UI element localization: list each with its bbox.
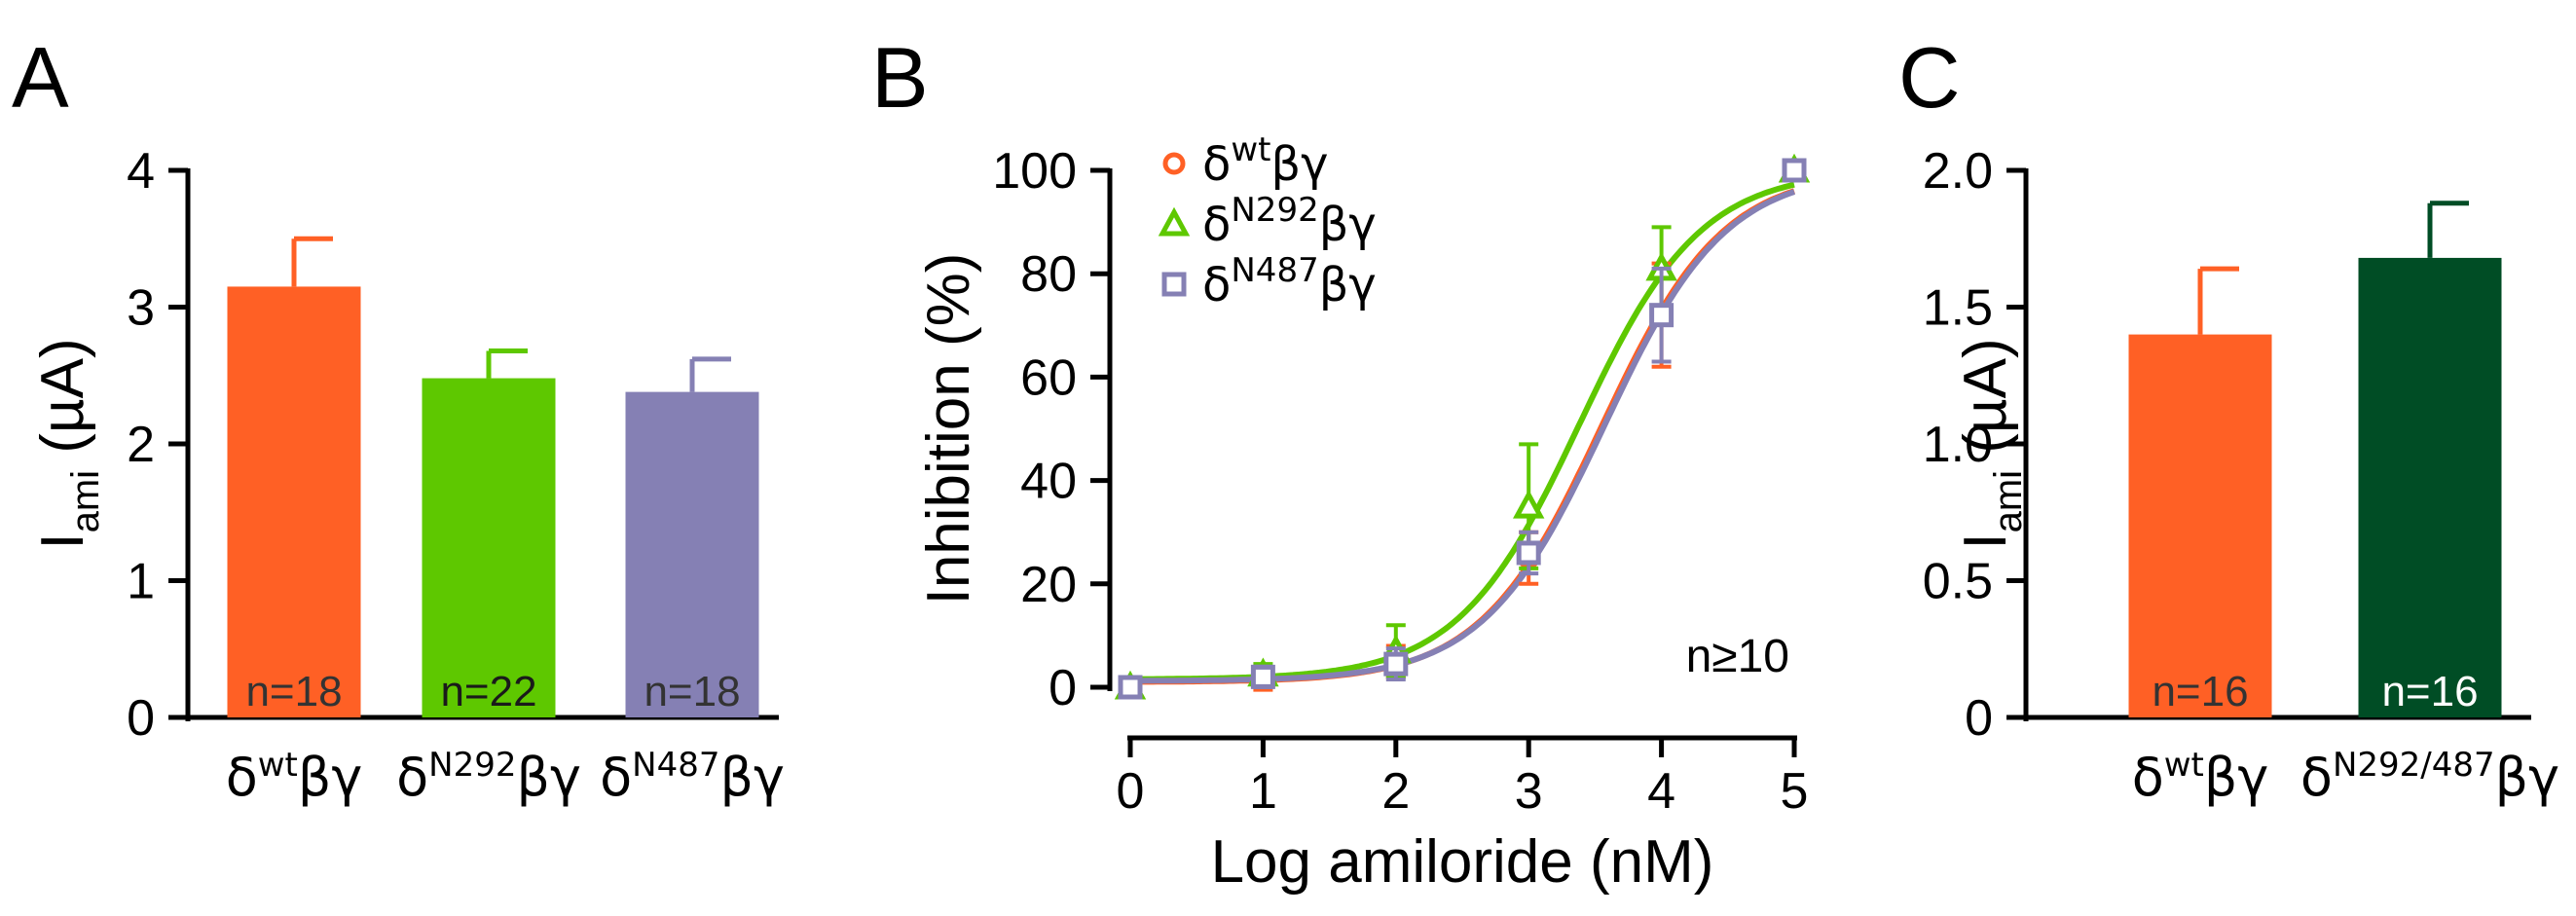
panel-letter-a: A [12,29,69,126]
c-n-label: n=16 [2152,668,2248,715]
b-y-axis-title: Inhibition (%) [915,253,982,605]
a-y-tick-label: 2 [127,417,155,473]
c-bar [2358,257,2502,717]
c-y-tick-label: 2.0 [1923,143,1993,200]
b-fit-curve-square [1130,189,1795,684]
b-legend-label: δwtβγ [1202,130,1329,192]
panel-c-bar-chart: 0 0.5 1.0 1.5 2.0 n=16 δwtβγ n=16 δN292/487βγ Iam… [1923,143,2559,808]
b-legend-label: δN292βγ [1202,191,1377,252]
b-x-tick-label: 0 [1117,763,1145,820]
b-x-axis-title: Log amiloride (nM) [1211,828,1714,896]
panel-letter-c: C [1898,29,1961,126]
a-y-axis-title: Iami (µA) [29,338,107,549]
c-y-tick-label: 1.0 [1923,417,1993,473]
a-category-label: δN487βγ [600,746,785,808]
b-x-tick-label: 4 [1647,763,1675,820]
c-n-label: n=16 [2381,668,2478,715]
panel-a-bar-chart: 0 1 2 3 4 n=18 δwtβγ n=22 δN292βγ n=18 δN487βγ Iami… [29,143,785,808]
a-y-tick-label: 4 [127,143,155,200]
panel-letter-b: B [871,29,929,126]
b-x-tick-label: 5 [1781,763,1809,820]
b-x-tick-label: 3 [1515,763,1543,820]
a-category-label: δN292βγ [396,746,581,808]
b-data-point-square [1782,158,1807,183]
b-data-point-square [1250,664,1275,689]
c-y-axis-title: Iami (µA) [1952,338,2030,549]
a-y-tick-label: 3 [127,280,155,337]
c-category-label: δwtβγ [2132,746,2269,808]
panel-b-dose-response-chart: 0 20 40 60 80 100 0 1 2 3 4 5 Log amiloride (nM) Inhi… [915,130,1811,896]
b-y-tick-label: 20 [1020,557,1077,613]
a-bar [422,378,556,717]
b-n-annotation: n≥10 [1686,631,1789,682]
b-y-tick-label: 0 [1049,660,1077,716]
a-category-label: δwtβγ [226,746,363,808]
b-legend-marker-circle [1162,152,1186,175]
b-data-point-square [1516,540,1541,566]
c-y-tick-label: 0.5 [1923,554,1993,610]
b-data-point-triangle [1512,489,1545,519]
b-y-tick-label: 60 [1020,349,1077,406]
b-x-tick-label: 2 [1381,763,1410,820]
c-y-tick-label: 0 [1965,690,1993,747]
b-x-tick-label: 1 [1249,763,1277,820]
b-y-tick-label: 40 [1020,454,1077,510]
a-y-tick-label: 0 [127,690,155,747]
b-data-point-square [1118,675,1143,700]
b-legend-label: δN487βγ [1202,251,1377,312]
b-legend-marker-square [1161,272,1187,297]
a-n-label: n=18 [245,668,342,715]
a-bar [625,391,759,717]
b-y-tick-label: 80 [1020,246,1077,303]
b-legend-marker-triangle [1158,206,1191,237]
b-data-point-square [1649,303,1674,328]
c-bar [2128,334,2272,717]
a-y-tick-label: 1 [127,554,155,610]
b-data-point-square [1383,651,1409,677]
a-n-label: n=18 [644,668,740,715]
b-y-tick-label: 100 [992,143,1077,200]
a-bar [227,286,361,717]
a-n-label: n=22 [440,668,536,715]
c-y-tick-label: 1.5 [1923,280,1993,337]
c-category-label: δN292/487βγ [2300,746,2559,808]
